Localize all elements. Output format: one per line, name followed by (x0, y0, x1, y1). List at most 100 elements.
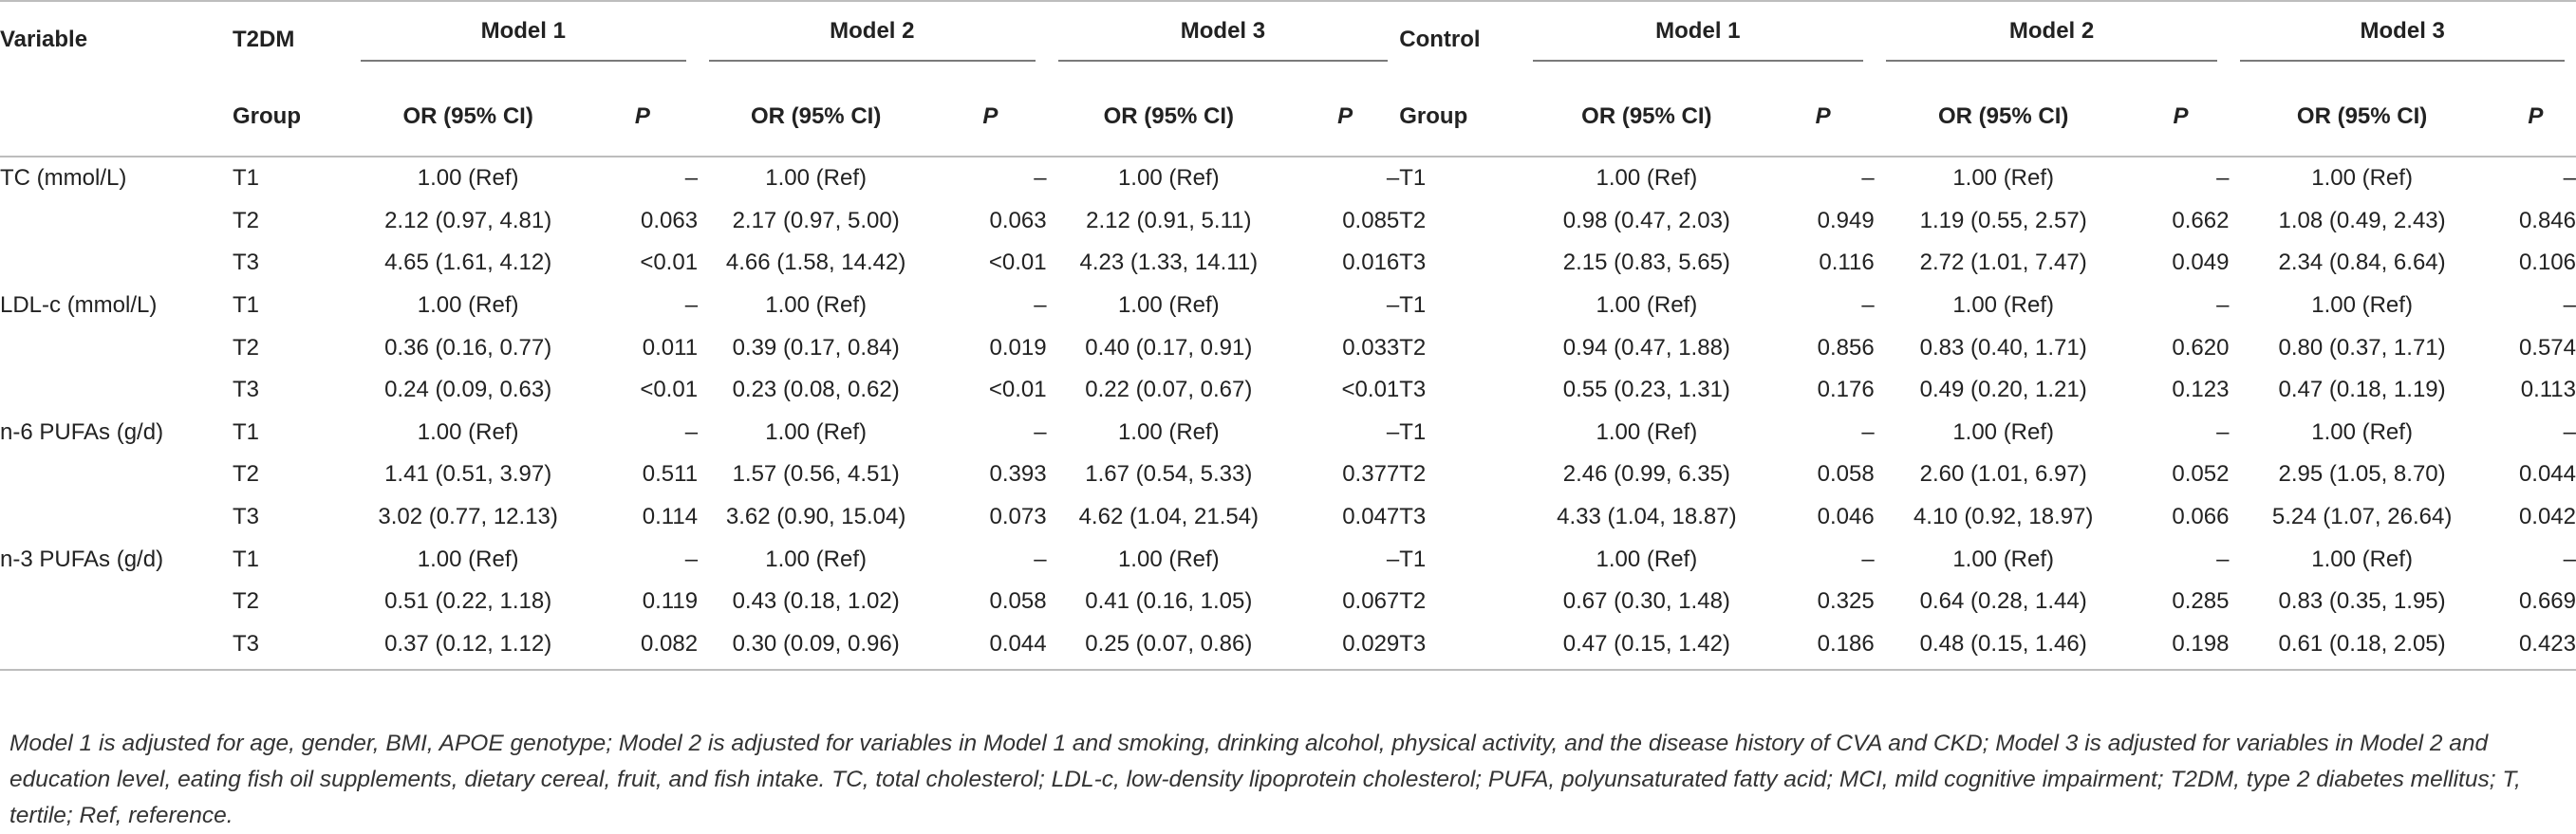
table-row: T3 0.37 (0.12, 1.12) 0.082 0.30 (0.09, 0.96… (0, 623, 2576, 671)
t2dm-or-cell: 1.00 (Ref) (1117, 418, 1220, 445)
t2dm-or-cell: 0.25 (0.07, 0.86) (1085, 630, 1253, 657)
header-p: P (2173, 103, 2189, 129)
header-control-model-1: Model 1 (1521, 1, 1875, 78)
t2dm-or-cell: 4.23 (1.33, 14.11) (1079, 250, 1259, 276)
table-row: TC (mmol/L) T1 1.00 (Ref) – 1.00 (Ref) – 1.00 … (0, 157, 2576, 200)
t2dm-group-cell: T1 (233, 546, 260, 572)
control-or-cell: 0.47 (0.18, 1.19) (2278, 377, 2446, 403)
t2dm-or-cell: 0.24 (0.09, 0.63) (384, 377, 552, 403)
header-blank (0, 78, 233, 157)
control-p-cell: 0.846 (2518, 207, 2576, 233)
control-group-cell: T2 (1399, 461, 1427, 488)
t2dm-p-cell: – (1034, 292, 1047, 319)
t2dm-p-cell: 0.085 (1342, 207, 1400, 233)
control-or-cell: 2.15 (0.83, 5.65) (1562, 250, 1730, 276)
variable-cell (0, 200, 233, 243)
t2dm-p-cell: 0.067 (1342, 588, 1400, 615)
header-t2dm-model-2: Model 2 (698, 1, 1047, 78)
control-p-cell: – (1861, 546, 1875, 572)
control-or-cell: 2.46 (0.99, 6.35) (1562, 461, 1730, 488)
control-or-cell: 1.00 (Ref) (2311, 546, 2413, 572)
t2dm-p-cell: 0.011 (642, 334, 699, 361)
header-or-ci: OR (95% CI) (1103, 103, 1234, 129)
header-or-ci: OR (95% CI) (402, 103, 533, 129)
control-or-cell: 1.00 (Ref) (1596, 292, 1698, 319)
t2dm-group-cell: T2 (233, 461, 260, 488)
control-p-cell: – (2563, 165, 2576, 192)
control-or-cell: 0.64 (0.28, 1.44) (1919, 588, 2087, 615)
t2dm-or-cell: 1.00 (Ref) (765, 418, 867, 445)
variable-cell: LDL-c (mmol/L) (0, 292, 158, 319)
header-p: P (982, 103, 999, 129)
control-group-cell: T1 (1399, 546, 1427, 572)
t2dm-or-cell: 0.36 (0.16, 0.77) (384, 334, 552, 361)
control-group-cell: T3 (1399, 504, 1427, 530)
header-row-1: Variable T2DM Model 1 Model 2 Model 3 Co… (0, 1, 2576, 78)
control-or-cell: 4.10 (0.92, 18.97) (1913, 504, 2094, 530)
t2dm-p-cell: – (684, 546, 699, 572)
t2dm-or-cell: 1.00 (Ref) (417, 292, 519, 319)
t2dm-p-cell: 0.082 (640, 630, 699, 657)
header-row-2: Group OR (95% CI) P OR (95% CI) P OR (95… (0, 78, 2576, 157)
t2dm-p-cell: 0.033 (1342, 334, 1400, 361)
control-or-cell: 0.61 (0.18, 2.05) (2278, 630, 2446, 657)
control-or-cell: 1.00 (Ref) (2311, 292, 2413, 319)
control-p-cell: 0.198 (2172, 630, 2230, 657)
control-or-cell: 0.47 (0.15, 1.42) (1562, 630, 1730, 657)
t2dm-or-cell: 1.00 (Ref) (1117, 546, 1220, 572)
control-p-cell: – (2216, 292, 2230, 319)
t2dm-p-cell: – (1034, 546, 1047, 572)
t2dm-p-cell: <0.01 (1341, 377, 1400, 403)
header-t2dm: T2DM (233, 27, 295, 52)
control-p-cell: 0.044 (2518, 461, 2576, 488)
t2dm-p-cell: <0.01 (988, 250, 1047, 276)
t2dm-group-cell: T3 (233, 504, 260, 530)
variable-cell: TC (mmol/L) (0, 165, 127, 192)
control-p-cell: 0.620 (2172, 334, 2230, 361)
header-or-ci: OR (95% CI) (1938, 103, 2069, 129)
control-or-cell: 1.00 (Ref) (1596, 165, 1698, 192)
control-or-cell: 0.48 (0.15, 1.46) (1919, 630, 2087, 657)
control-p-cell: 0.066 (2172, 504, 2230, 530)
control-p-cell: – (2563, 418, 2576, 445)
t2dm-or-cell: 4.62 (1.04, 21.54) (1078, 504, 1260, 530)
control-or-cell: 2.60 (1.01, 6.97) (1919, 461, 2087, 488)
control-or-cell: 0.49 (0.20, 1.21) (1919, 377, 2087, 403)
t2dm-or-cell: 4.65 (1.61, 4.12) (384, 250, 552, 276)
control-group-cell: T1 (1399, 165, 1427, 192)
control-or-cell: 1.19 (0.55, 2.57) (1919, 207, 2087, 233)
t2dm-group-cell: T1 (233, 418, 260, 445)
control-p-cell: – (2216, 418, 2230, 445)
t2dm-p-cell: 0.063 (989, 207, 1047, 233)
control-p-cell: – (1861, 165, 1875, 192)
control-p-cell: – (2563, 546, 2576, 572)
control-p-cell: 0.949 (1817, 207, 1875, 233)
control-group-cell: T1 (1399, 292, 1427, 319)
t2dm-p-cell: 0.044 (989, 630, 1047, 657)
t2dm-or-cell: 1.00 (Ref) (1117, 292, 1220, 319)
control-or-cell: 0.83 (0.40, 1.71) (1919, 334, 2087, 361)
control-p-cell: 0.058 (1817, 461, 1875, 488)
control-or-cell: 0.83 (0.35, 1.95) (2278, 588, 2446, 615)
control-p-cell: – (2216, 165, 2230, 192)
control-p-cell: 0.856 (1817, 334, 1875, 361)
header-control-model-3: Model 3 (2229, 1, 2576, 78)
t2dm-group-cell: T1 (233, 292, 260, 319)
t2dm-p-cell: 0.377 (1342, 461, 1400, 488)
t2dm-p-cell: 0.073 (989, 504, 1047, 530)
t2dm-group-cell: T2 (233, 334, 260, 361)
variable-cell (0, 496, 233, 539)
t2dm-or-cell: 1.41 (0.51, 3.97) (384, 461, 552, 488)
t2dm-p-cell: – (1386, 418, 1400, 445)
control-group-cell: T1 (1399, 418, 1427, 445)
t2dm-p-cell: <0.01 (640, 250, 699, 276)
control-or-cell: 0.67 (0.30, 1.48) (1562, 588, 1730, 615)
t2dm-or-cell: 4.66 (1.58, 14.42) (725, 250, 906, 276)
control-p-cell: 0.049 (2172, 250, 2230, 276)
control-p-cell: 0.574 (2518, 334, 2576, 361)
t2dm-p-cell: <0.01 (988, 377, 1047, 403)
t2dm-group-cell: T2 (233, 207, 260, 233)
control-or-cell: 2.95 (1.05, 8.70) (2278, 461, 2446, 488)
t2dm-p-cell: – (1386, 292, 1400, 319)
table-row: T2 2.12 (0.97, 4.81) 0.063 2.17 (0.97, 5.00… (0, 200, 2576, 243)
